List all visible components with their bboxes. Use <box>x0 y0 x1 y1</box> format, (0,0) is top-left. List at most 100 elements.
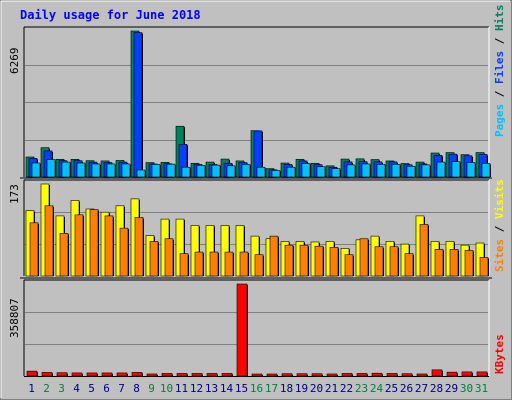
kbytes-bar-day-14 <box>221 373 233 377</box>
pages-bar-day-14 <box>226 165 236 178</box>
kbytes-bar-day-2 <box>41 372 53 377</box>
kbytes-bar-day-12 <box>191 373 203 377</box>
svg-text:KBytes: KBytes <box>493 334 506 374</box>
x-label-day-23: 23 <box>355 382 368 395</box>
kbytes-bar-day-21 <box>326 373 338 377</box>
kbytes-bar-day-24 <box>371 372 383 377</box>
pages-bar-day-29 <box>451 161 461 178</box>
kbytes-bar-day-20 <box>311 373 323 377</box>
pages-bar-day-24 <box>376 164 386 178</box>
pages-bar-day-20 <box>316 166 326 178</box>
sites-bar-day-1 <box>29 222 39 277</box>
x-label-day-12: 12 <box>190 382 203 395</box>
kbytes-bar-day-6 <box>101 372 113 377</box>
pages-bar-day-31 <box>481 163 491 178</box>
sites-bar-day-3 <box>59 233 69 277</box>
pages-bar-day-7 <box>121 163 131 178</box>
pages-bar-day-13 <box>211 164 221 178</box>
x-label-day-14: 14 <box>220 382 234 395</box>
kbytes-bar-day-15 <box>236 283 248 377</box>
x-label-day-11: 11 <box>175 382 188 395</box>
pages-bar-day-18 <box>286 166 296 178</box>
pages-bar-day-12 <box>196 165 206 178</box>
pages-bar-day-1 <box>31 162 41 178</box>
kbytes-bar-day-3 <box>56 372 68 377</box>
kbytes-bar-day-26 <box>401 373 413 377</box>
sites-bar-day-24 <box>374 246 384 277</box>
middle-ymax-label: 173 <box>8 184 21 204</box>
x-label-day-17: 17 <box>265 382 278 395</box>
top-legend: Pages / Files / Hits <box>493 5 506 138</box>
pages-bar-day-16 <box>256 166 266 178</box>
legend-files: Files <box>493 51 506 84</box>
sites-bar-day-27 <box>419 224 429 277</box>
pages-bar-day-22 <box>346 164 356 178</box>
kbytes-bar-day-25 <box>386 373 398 377</box>
kbytes-bar-day-18 <box>281 373 293 377</box>
sites-bar-day-7 <box>119 227 129 277</box>
kbytes-bar-day-1 <box>26 370 38 377</box>
x-label-day-8: 8 <box>133 382 140 395</box>
x-label-day-31: 31 <box>475 382 488 395</box>
sites-bar-day-9 <box>149 241 159 277</box>
sites-bar-day-26 <box>404 253 414 277</box>
x-label-day-24: 24 <box>370 382 384 395</box>
x-label-day-30: 30 <box>460 382 473 395</box>
pages-bar-day-9 <box>151 164 161 178</box>
kbytes-bar-day-5 <box>86 372 98 377</box>
pages-bar-day-26 <box>406 165 416 178</box>
x-label-day-10: 10 <box>160 382 173 395</box>
bottom-legend: KBytes <box>493 334 506 374</box>
x-label-day-5: 5 <box>88 382 95 395</box>
bottom-plot-area <box>24 280 489 376</box>
x-label-day-20: 20 <box>310 382 323 395</box>
kbytes-bar-day-29 <box>446 371 458 377</box>
x-axis-labels: 1 2 3 4 5 6 7 8 9 10 11 12 13 14 15 16 17 18 19 20 21 22 23 24 2… <box>28 382 488 395</box>
x-label-day-28: 28 <box>430 382 443 395</box>
sites-bar-day-11 <box>179 253 189 277</box>
middle-legend: Sites / Visits <box>493 179 506 272</box>
x-label-day-29: 29 <box>445 382 458 395</box>
sites-bar-day-20 <box>314 245 324 277</box>
pages-bar-day-25 <box>391 164 401 178</box>
kbytes-bar-day-13 <box>206 373 218 377</box>
x-label-day-6: 6 <box>103 382 110 395</box>
sites-bar-day-22 <box>344 254 354 277</box>
plot-areas <box>24 27 489 376</box>
x-label-day-26: 26 <box>400 382 413 395</box>
sites-bar-day-10 <box>164 238 174 277</box>
kbytes-bar-day-30 <box>461 371 473 377</box>
kbytes-bar-day-10 <box>161 373 173 377</box>
legend-hits: Hits <box>493 5 506 32</box>
pages-bar-day-5 <box>91 163 101 178</box>
sites-bar-day-4 <box>74 214 84 277</box>
bar-marks <box>25 30 491 377</box>
x-label-day-13: 13 <box>205 382 218 395</box>
sites-bar-day-15 <box>239 251 249 277</box>
pages-bar-day-19 <box>301 163 311 178</box>
x-label-day-2: 2 <box>43 382 50 395</box>
x-label-day-18: 18 <box>280 382 293 395</box>
pages-bar-day-17 <box>271 170 281 178</box>
sites-bar-day-14 <box>224 251 234 277</box>
files-bar-day-8 <box>133 32 143 178</box>
x-label-day-19: 19 <box>295 382 308 395</box>
sites-bar-day-17 <box>269 235 279 277</box>
kbytes-bar-day-16 <box>251 373 263 377</box>
top-ymax-label: 6269 <box>8 48 21 75</box>
x-label-day-9: 9 <box>148 382 155 395</box>
sites-bar-day-28 <box>434 249 444 277</box>
pages-bar-day-11 <box>181 166 191 178</box>
kbytes-bar-day-11 <box>176 373 188 377</box>
kbytes-bar-day-22 <box>341 373 353 377</box>
kbytes-bar-day-8 <box>131 372 143 377</box>
x-label-day-21: 21 <box>325 382 338 395</box>
kbytes-bar-day-7 <box>116 372 128 377</box>
sites-bar-day-16 <box>254 254 264 277</box>
pages-bar-day-21 <box>331 168 341 178</box>
sites-bar-day-5 <box>89 209 99 277</box>
legend-sites: Sites <box>493 239 506 272</box>
kbytes-bar-day-17 <box>266 373 278 377</box>
sites-bar-day-31 <box>479 257 489 277</box>
